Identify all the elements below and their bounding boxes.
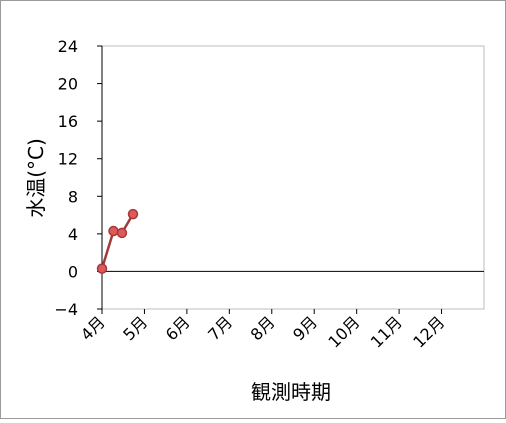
y-axis: −4 0 4 8 12 16 20 24 <box>54 37 103 319</box>
y-tick-label: 20 <box>58 75 78 94</box>
x-tick-label: 8月 <box>247 312 279 344</box>
series-layer <box>96 208 139 274</box>
x-tick-label: 9月 <box>289 312 321 344</box>
plot-area <box>101 45 485 310</box>
x-tick-label: 5月 <box>119 312 151 344</box>
x-tick-label: 12月 <box>409 312 448 351</box>
x-tick-label: 10月 <box>324 312 363 351</box>
x-tick-label: 6月 <box>162 312 194 344</box>
x-tick-label: 7月 <box>204 312 236 344</box>
y-tick-label: 0 <box>68 262 78 281</box>
data-point <box>108 225 119 237</box>
x-tick-label: 11月 <box>367 312 406 351</box>
y-tick-label: 8 <box>68 187 78 206</box>
y-tick-label: 24 <box>58 37 78 56</box>
y-axis-label: 水温(°C) <box>24 138 48 218</box>
y-tick-label: −4 <box>54 300 78 319</box>
data-point <box>116 227 128 239</box>
y-tick-label: 4 <box>68 225 78 244</box>
y-tick-label: 16 <box>58 112 78 131</box>
x-axis-label: 観測時期 <box>251 380 331 404</box>
data-point <box>127 208 139 220</box>
y-tick-label: 12 <box>58 150 78 169</box>
x-tick-label: 4月 <box>77 312 109 344</box>
data-point <box>96 263 108 274</box>
